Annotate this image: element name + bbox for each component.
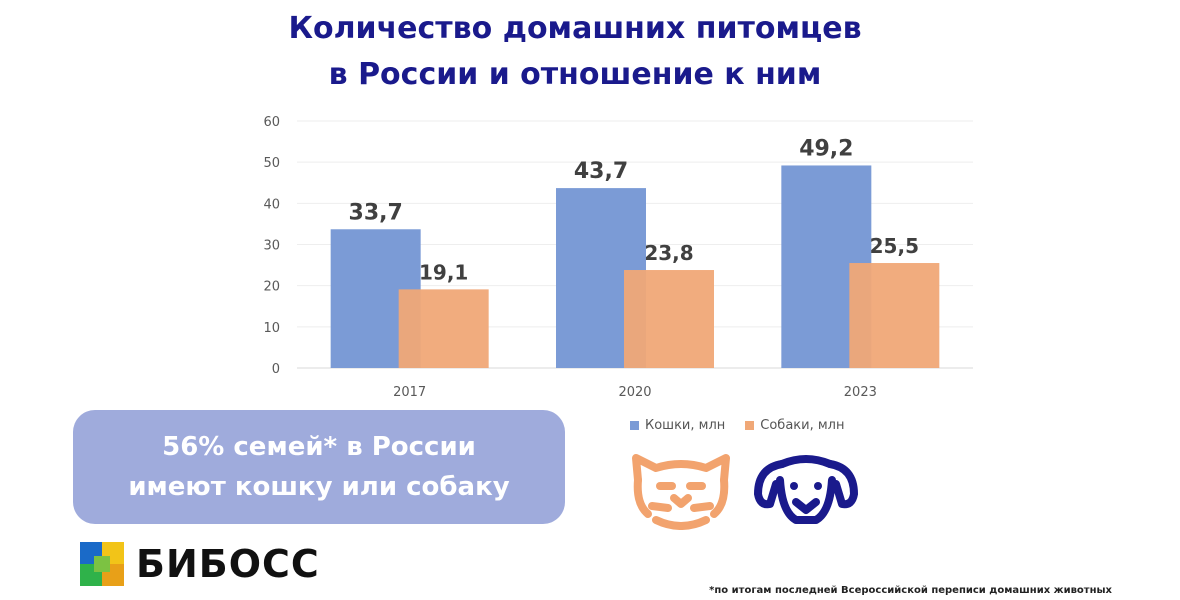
data-label-cats: 33,7 [349,200,403,225]
bar-dogs [849,263,940,368]
legend-label-dogs: Собаки, млн [760,418,845,433]
x-tick-label: 2023 [844,385,877,400]
y-tick-label: 0 [272,362,280,377]
statistic-callout: 56% семей* в России имеют кошку или соба… [73,410,565,524]
legend-label-cats: Кошки, млн [645,418,726,433]
brand-logo: БИБОСС [80,542,320,586]
brand-name: БИБОСС [136,542,320,586]
data-label-dogs: 25,5 [870,234,919,258]
dog-eye-left [790,482,798,490]
title-line-1: Количество домашних питомцев [288,11,862,46]
bibos-logo-icon [80,542,124,586]
y-tick-label: 30 [263,239,280,254]
cat-face-icon [632,454,730,530]
data-label-dogs: 19,1 [419,260,468,284]
title-line-2: в России и отношение к ним [328,57,822,92]
data-label-dogs: 23,8 [644,241,693,265]
x-tick-label: 2017 [393,385,426,400]
y-tick-label: 50 [263,156,280,171]
y-tick-label: 10 [263,321,280,336]
legend-item-dogs: Собаки, млн [745,418,844,433]
legend-swatch-cats [630,421,639,430]
legend-swatch-dogs [745,421,755,430]
chart-title: Количество домашних питомцев в России и … [0,6,1150,98]
y-tick-label: 60 [263,115,280,130]
y-tick-label: 40 [263,197,280,212]
callout-line-2: имеют кошку или собаку [128,472,510,502]
data-label-cats: 43,7 [574,159,628,184]
chart-legend: Кошки, млн Собаки, млн [630,418,844,433]
legend-item-cats: Кошки, млн [630,418,725,433]
bar-dogs [398,289,489,368]
data-label-cats: 49,2 [799,136,853,161]
callout-line-1: 56% семей* в России [162,432,476,462]
y-tick-label: 20 [263,280,280,295]
bar-dogs [624,270,714,368]
dog-face-icon [754,455,858,524]
footnote: *по итогам последней Всероссийской переп… [709,585,1112,596]
bar-chart: 0 10 20 30 40 50 60 33,7 19,1 2017 43,7 23,8 2020 49,… [263,115,973,400]
x-tick-label: 2020 [618,385,651,400]
dog-eye-right [814,482,822,490]
